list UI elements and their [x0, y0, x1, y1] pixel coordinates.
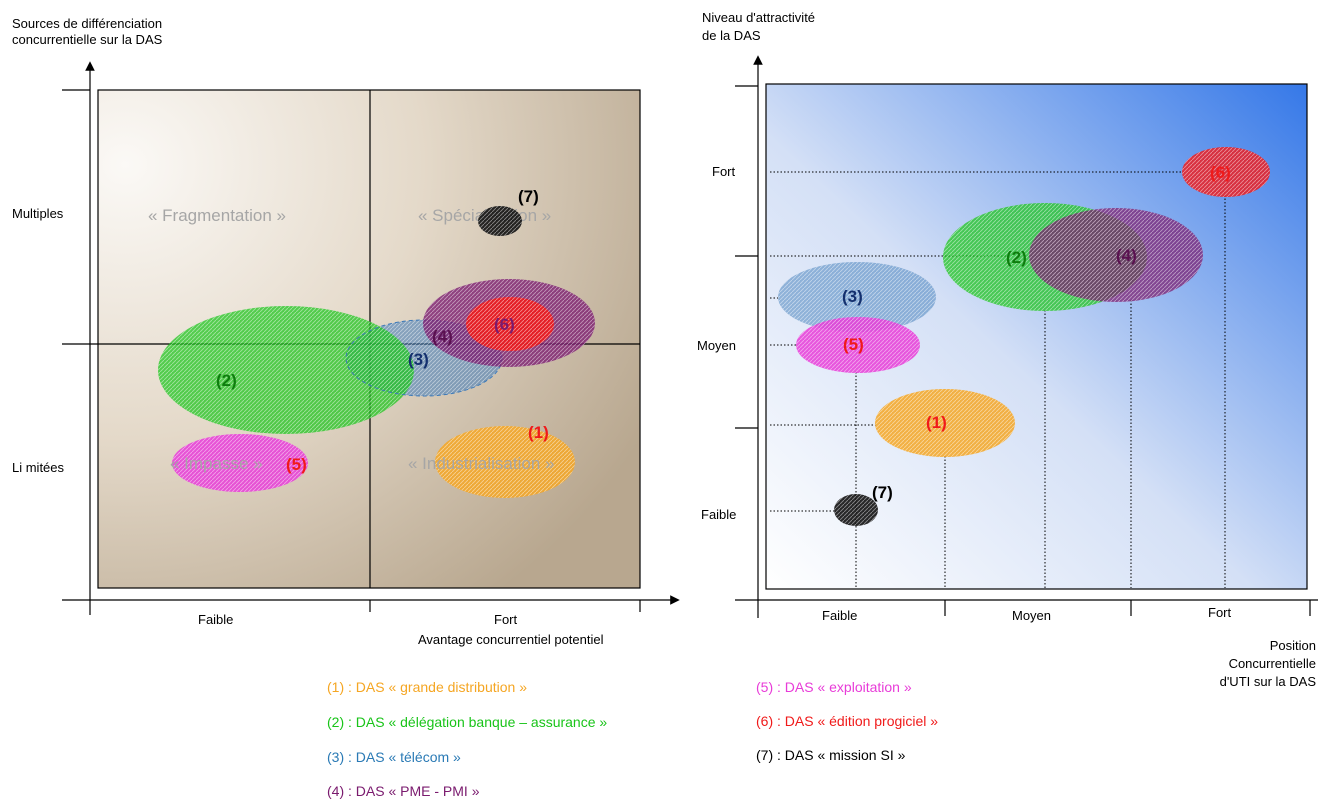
right-bubble-4-label: (4) [1116, 246, 1137, 265]
legend-item-2: (2) : DAS « délégation banque – assuranc… [327, 714, 607, 730]
left-bubble-6 [466, 297, 554, 351]
left-matrix: Sources de différenciation concurrentiel… [12, 16, 680, 647]
right-x-tick-faible: Faible [822, 608, 857, 623]
legend: (1) : DAS « grande distribution » (2) : … [327, 679, 938, 799]
left-y-tick-multiples: Multiples [12, 206, 64, 221]
left-x-tick-faible: Faible [198, 612, 233, 627]
right-y-axis-title-line1: Niveau d'attractivité [702, 10, 815, 25]
right-y-tick-faible: Faible [701, 507, 736, 522]
left-y-axis-title-line2: concurrentielle sur la DAS [12, 32, 163, 47]
legend-item-3: (3) : DAS « télécom » [327, 749, 461, 765]
right-bubble-6-label: (6) [1210, 163, 1231, 182]
left-y-axis-title-line1: Sources de différenciation [12, 16, 162, 31]
right-x-tick-fort: Fort [1208, 605, 1232, 620]
right-y-tick-fort: Fort [712, 164, 736, 179]
right-bubble-2-label: (2) [1006, 248, 1027, 267]
legend-item-4: (4) : DAS « PME - PMI » [327, 783, 480, 799]
left-bubble-2-label: (2) [216, 371, 237, 390]
left-bubble-1 [435, 426, 575, 498]
right-x-axis-title-line3: d'UTI sur la DAS [1220, 674, 1317, 689]
left-x-axis-title: Avantage concurrentiel potentiel [418, 632, 604, 647]
right-bubble-7 [834, 494, 878, 526]
quadrant-industrialisation: « Industrialisation » [408, 454, 554, 473]
left-bubble-1-label: (1) [528, 423, 549, 442]
right-bubble-1 [875, 389, 1015, 457]
left-bubble-7 [478, 206, 522, 236]
left-x-tick-fort: Fort [494, 612, 518, 627]
left-bubble-5 [172, 434, 308, 492]
right-y-axis-title-line2: de la DAS [702, 28, 761, 43]
quadrant-fragmentation: « Fragmentation » [148, 206, 286, 225]
right-bubble-7-label: (7) [872, 483, 893, 502]
right-bubble-5-label: (5) [843, 335, 864, 354]
right-bubble-5 [796, 317, 920, 373]
right-bubble-4 [1029, 208, 1203, 302]
left-bubble-5-label: (5) [286, 455, 307, 474]
right-x-tick-moyen: Moyen [1012, 608, 1051, 623]
quadrant-impasse: « Impasse » [170, 454, 263, 473]
right-y-tick-moyen: Moyen [697, 338, 736, 353]
right-bubble-3 [778, 262, 936, 332]
right-bubble-6 [1182, 147, 1270, 197]
right-matrix: Niveau d'attractivité de la DAS Fort Moy… [697, 10, 1318, 689]
left-bubble-2 [158, 306, 414, 434]
left-y-tick-limitees: Li mitées [12, 460, 65, 475]
left-bubble-6-label: (6) [494, 315, 515, 334]
legend-item-6: (6) : DAS « édition progiciel » [756, 713, 938, 729]
right-x-axis-title-line1: Position [1270, 638, 1316, 653]
right-x-axis-title-line2: Concurrentielle [1229, 656, 1316, 671]
right-bubble-3-label: (3) [842, 287, 863, 306]
left-bubble-7-label: (7) [518, 187, 539, 206]
legend-item-1: (1) : DAS « grande distribution » [327, 679, 527, 695]
left-bubble-4-label: (4) [432, 327, 453, 346]
legend-item-7: (7) : DAS « mission SI » [756, 747, 906, 763]
left-bubble-3-label: (3) [408, 350, 429, 369]
legend-item-5: (5) : DAS « exploitation » [756, 679, 912, 695]
right-bubble-1-label: (1) [926, 413, 947, 432]
